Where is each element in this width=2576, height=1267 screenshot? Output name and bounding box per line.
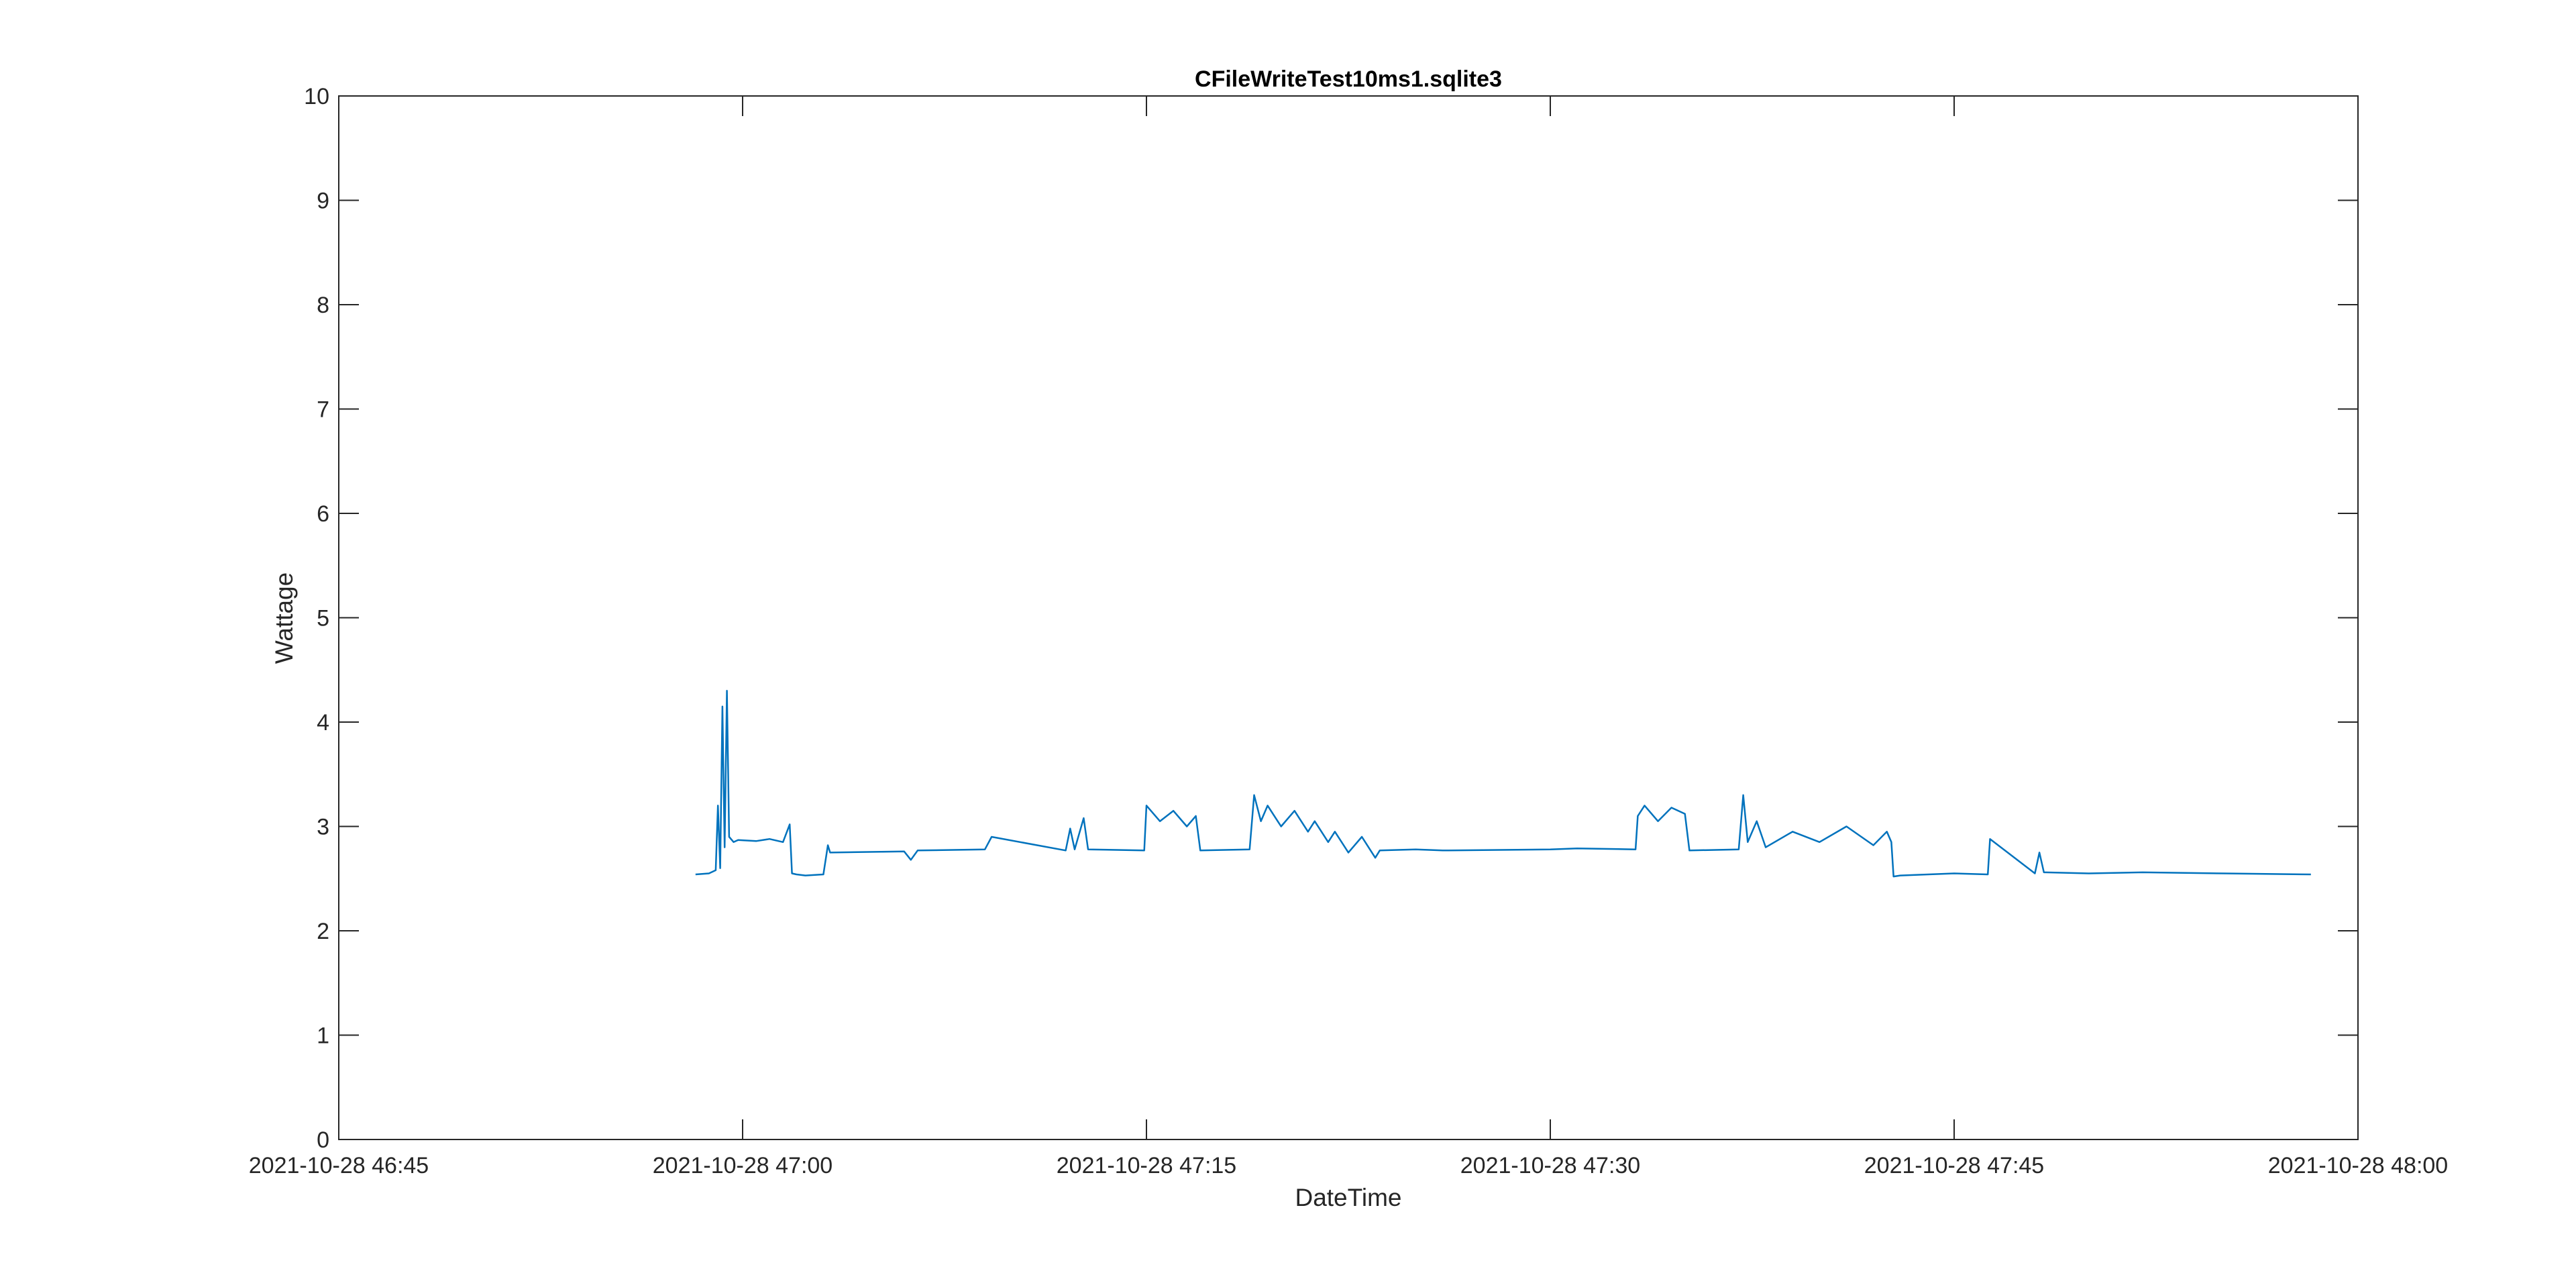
y-tick-label: 2	[317, 919, 329, 944]
y-tick-label: 6	[317, 501, 329, 527]
plot-box	[338, 95, 2359, 1140]
x-tick-label: 2021-10-28 47:00	[653, 1153, 833, 1178]
x-tick-label: 2021-10-28 46:45	[249, 1153, 429, 1178]
y-tick-label: 4	[317, 710, 329, 736]
plot-area	[339, 96, 2358, 1139]
chart-title: CFileWriteTest10ms1.sqlite3	[1195, 66, 1502, 92]
y-tick-label: 0	[317, 1127, 329, 1153]
y-axis-ticks: 0 1 2 3 4 5 6 7 8 9 10	[304, 84, 2358, 1153]
y-tick-label: 8	[317, 293, 329, 318]
x-tick-label: 2021-10-28 47:45	[1864, 1153, 2044, 1178]
x-tick-label: 2021-10-28 47:15	[1057, 1153, 1236, 1178]
y-tick-label: 1	[317, 1023, 329, 1049]
wattage-series-line	[695, 690, 2311, 878]
x-axis-ticks: 2021-10-28 46:45 2021-10-28 47:00 2021-10-…	[249, 96, 2448, 1178]
y-tick-label: 5	[317, 606, 329, 631]
y-axis-title: Wattage	[270, 572, 298, 664]
x-axis-title: DateTime	[1295, 1184, 1401, 1211]
x-tick-label: 2021-10-28 47:30	[1460, 1153, 1640, 1178]
y-tick-label: 10	[304, 84, 329, 109]
y-tick-label: 9	[317, 189, 329, 214]
y-tick-label: 7	[317, 397, 329, 423]
y-tick-label: 3	[317, 815, 329, 840]
x-tick-label: 2021-10-28 48:00	[2268, 1153, 2448, 1178]
